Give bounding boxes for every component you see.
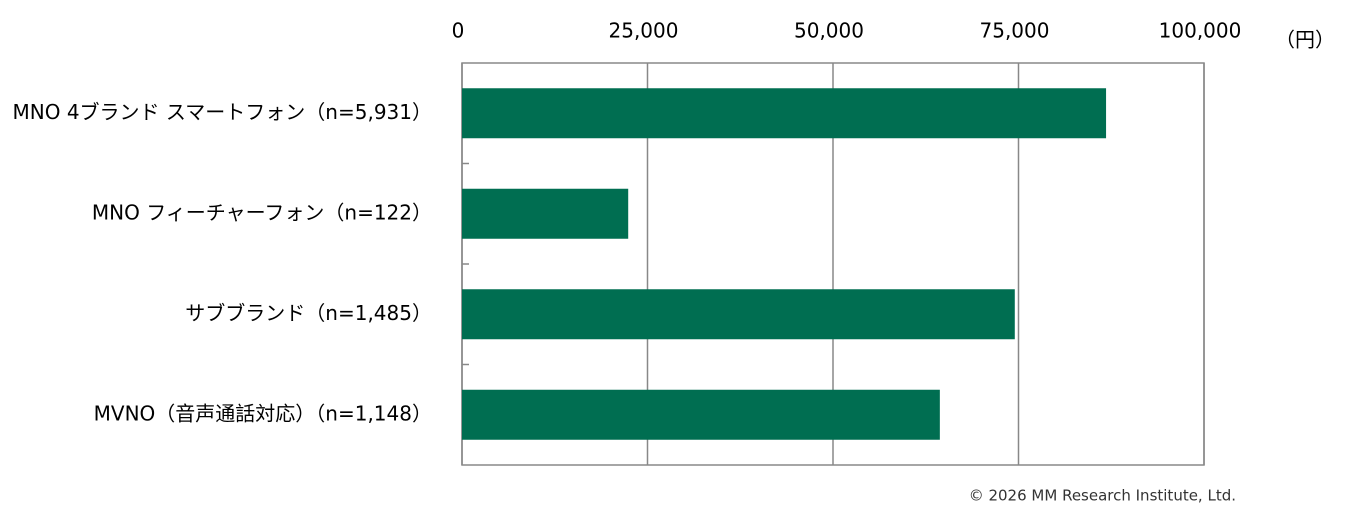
- x-tick-label: 0: [452, 19, 465, 43]
- x-tick-label: 25,000: [609, 19, 679, 43]
- bar: [462, 289, 1015, 340]
- unit-label: （円）: [1275, 28, 1335, 52]
- source: © 2026 MM Research Institute, Ltd.: [969, 487, 1236, 505]
- x-tick-label: 75,000: [980, 19, 1050, 43]
- y-tick-label: サブブランド（n=1,485）: [185, 301, 432, 325]
- x-tick-label: 100,000: [1159, 19, 1242, 43]
- bar: [462, 389, 940, 440]
- bar: [462, 188, 629, 239]
- bar: [462, 88, 1107, 139]
- y-tick-label: MNO フィーチャーフォン（n=122）: [92, 200, 432, 224]
- y-tick-label: MVNO（音声通話対応）（n=1,148）: [94, 401, 432, 425]
- x-tick-label: 50,000: [794, 19, 864, 43]
- y-tick-label: MNO 4ブランド スマートフォン（n=5,931）: [13, 100, 433, 124]
